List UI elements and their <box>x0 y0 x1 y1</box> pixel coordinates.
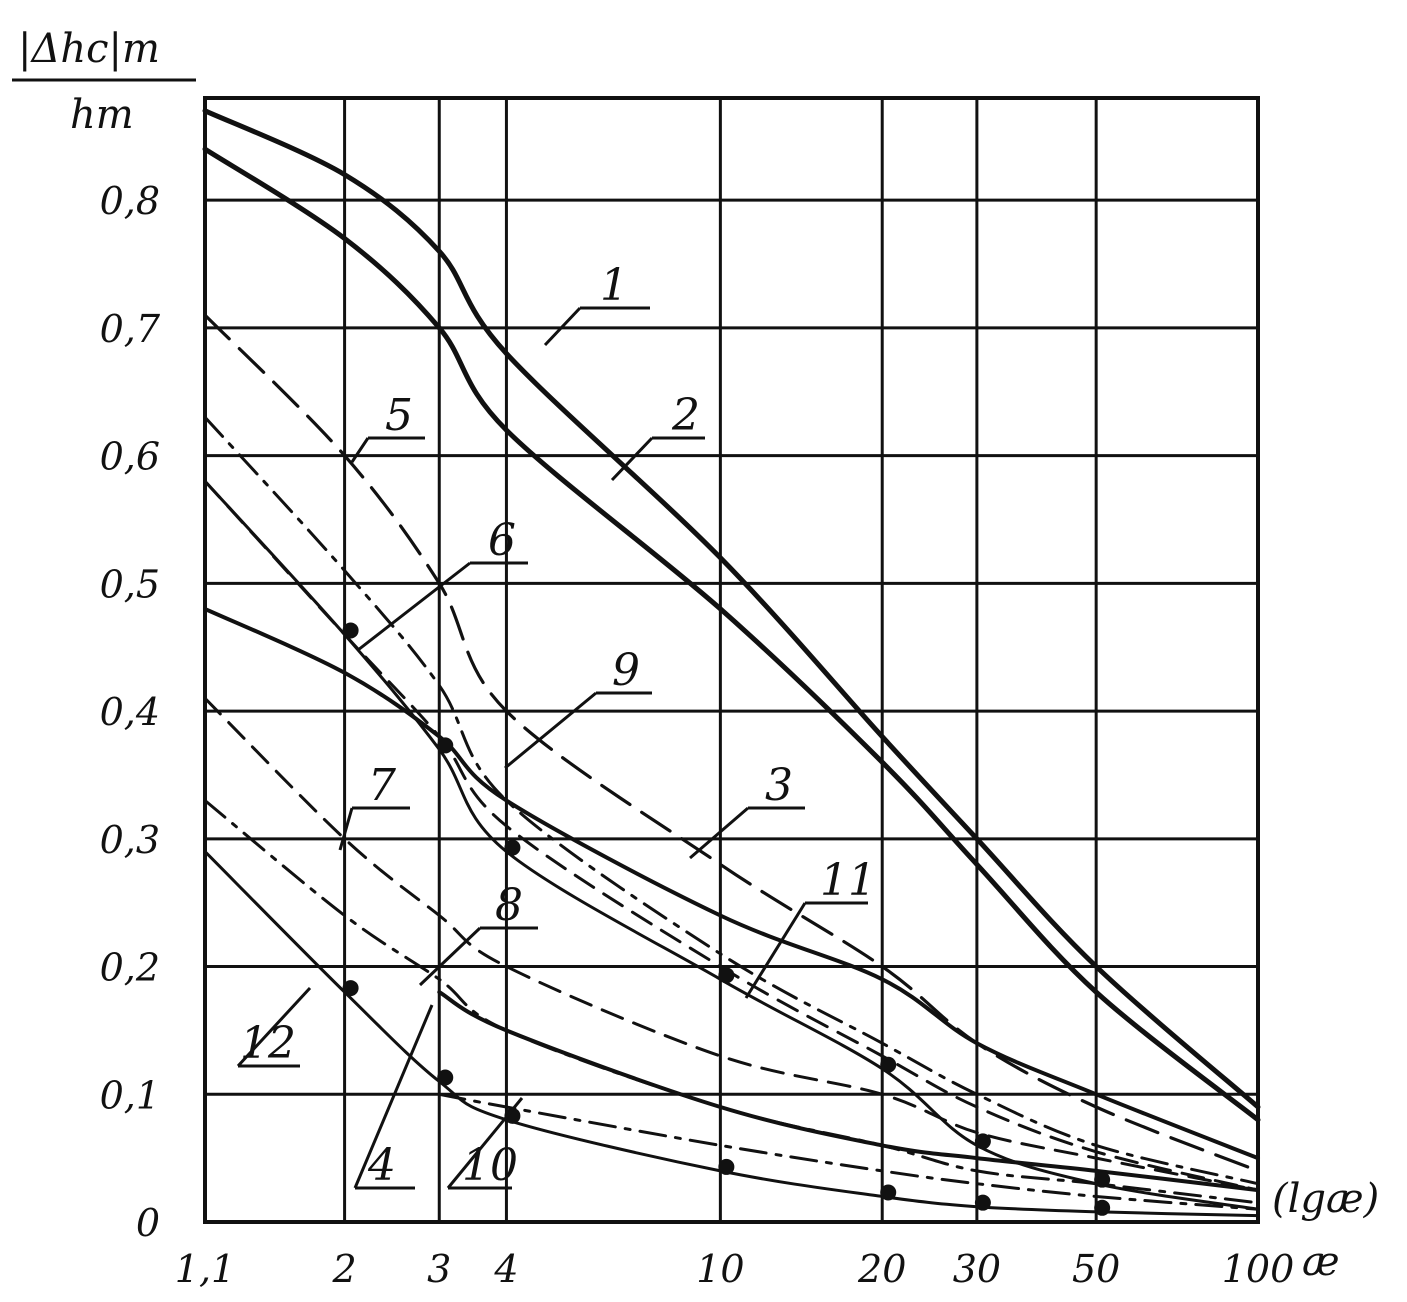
y-tick-label-3: 0,3 <box>100 818 160 862</box>
x-tick-label-1: 2 <box>331 1247 356 1291</box>
y-tick-label-0: 0 <box>136 1201 160 1245</box>
curve-label-leader-9 <box>504 691 597 770</box>
curve-11-marker-4 <box>718 967 735 984</box>
x-tick-label-6: 30 <box>953 1247 1001 1291</box>
curve-11-marker-7 <box>1094 1171 1111 1188</box>
curve-label-leader-2 <box>610 436 654 482</box>
curve-label-leader-7 <box>338 807 354 851</box>
x-tick-label-7: 50 <box>1072 1247 1120 1291</box>
x-axis-title: æ <box>1302 1239 1340 1285</box>
curve-12-marker-2 <box>437 1069 454 1086</box>
curve-label-leader-12 <box>236 986 312 1068</box>
grid <box>203 98 1260 1224</box>
curve-12-marker-6 <box>974 1194 991 1211</box>
curve-4 <box>437 990 1260 1193</box>
curve-label-10: 10 <box>462 1140 518 1191</box>
curve-label-leader-4 <box>353 1004 434 1189</box>
curve-11-marker-6 <box>974 1133 991 1150</box>
plot-frame <box>203 96 1260 1224</box>
y-tick-labels: 0 0,1 0,2 0,3 0,4 0,5 0,6 0,7 0,8 <box>100 179 161 1245</box>
curve-label-leader-3 <box>689 806 749 860</box>
y-tick-label-8: 0,8 <box>100 179 160 223</box>
y-tick-label-4: 0,4 <box>100 690 160 734</box>
curve-label-11: 11 <box>820 855 876 906</box>
curve-label-8: 8 <box>495 880 523 931</box>
curve-label-9: 9 <box>612 645 640 696</box>
curve-11-marker-1 <box>342 622 359 639</box>
x-tick-labels: 1,1 2 3 4 10 20 30 50 100 <box>175 1247 1294 1291</box>
curve-7 <box>203 696 1260 1192</box>
y-tick-label-7: 0,7 <box>100 307 161 351</box>
curve-label-7: 7 <box>368 760 396 811</box>
y-tick-label-6: 0,6 <box>100 435 160 479</box>
curve-3 <box>203 606 1260 1161</box>
curve-5 <box>203 313 1260 1173</box>
curve-label-leader-11 <box>744 902 807 999</box>
curve-2 <box>202 146 1261 1123</box>
curve-label-5: 5 <box>385 390 413 441</box>
x-tick-label-3: 4 <box>493 1247 518 1291</box>
curve-12-marker-3 <box>504 1107 521 1124</box>
curve-8 <box>203 799 1260 1205</box>
y-axis-title-top: |Δhc|m <box>18 26 160 72</box>
curve-label-leader-8 <box>418 926 482 987</box>
curve-label-leader-6 <box>357 561 471 652</box>
curve-11-marker-3 <box>504 839 521 856</box>
label-leaders <box>236 306 868 1190</box>
curve-label-leader-5 <box>350 437 370 463</box>
curve-label-2: 2 <box>671 390 700 441</box>
curve-12-marker-4 <box>718 1158 735 1175</box>
x-tick-label-4: 10 <box>696 1247 744 1291</box>
curves <box>202 108 1261 1218</box>
curve-label-4: 4 <box>367 1140 396 1191</box>
curve-11-marker-5 <box>880 1056 897 1073</box>
y-tick-label-1: 0,1 <box>100 1073 160 1117</box>
curve-12-marker-7 <box>1094 1199 1111 1216</box>
x-tick-label-5: 20 <box>857 1247 906 1291</box>
y-axis-title-bottom: hm <box>70 92 134 138</box>
curve-label-1: 1 <box>600 260 628 311</box>
curve-12-marker-5 <box>880 1184 897 1201</box>
curve-6 <box>203 415 1260 1186</box>
curve-12-marker-1 <box>342 980 359 997</box>
x-tick-label-2: 3 <box>427 1247 451 1291</box>
y-tick-label-2: 0,2 <box>100 946 160 990</box>
x-tick-label-0: 1,1 <box>175 1247 235 1291</box>
curve-1 <box>202 108 1261 1110</box>
curve-11-marker-2 <box>437 737 454 754</box>
curve-11 <box>203 479 1260 1211</box>
y-tick-label-5: 0,5 <box>100 562 160 606</box>
x-tick-label-8: 100 <box>1222 1247 1295 1291</box>
curve-9 <box>203 479 1260 1192</box>
curve-label-leader-1 <box>543 306 582 347</box>
curve-label-leader-10 <box>446 1097 524 1189</box>
curve-label-12: 12 <box>240 1018 296 1069</box>
x-axis-scale-note: (lgæ) <box>1272 1176 1379 1222</box>
curve-10 <box>437 1092 1260 1211</box>
curve-label-3: 3 <box>765 760 793 811</box>
curve-label-6: 6 <box>488 515 516 566</box>
curve-12 <box>203 850 1260 1218</box>
